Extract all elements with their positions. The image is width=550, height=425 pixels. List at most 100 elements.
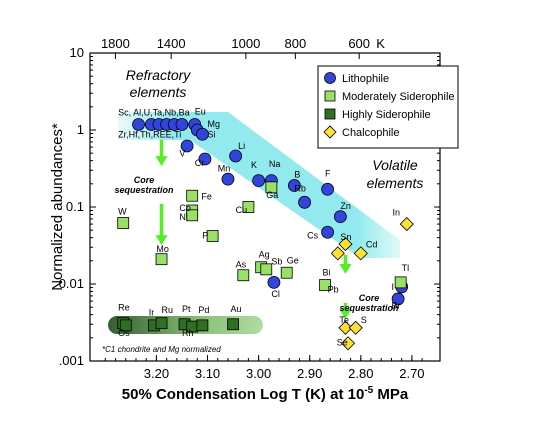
x-tick-label: 2.70	[399, 366, 424, 381]
element-label: W	[118, 206, 127, 216]
lithophile-point	[333, 210, 347, 224]
core-arrow-left-bottom-head	[155, 235, 168, 246]
element-label: Sc, Al,U,Ta,Nb,Ba	[118, 107, 190, 117]
moderately-siderophile-point	[260, 263, 273, 276]
x-axis-title-main: 50% Condensation Log T (K) at 10	[122, 386, 365, 403]
lithophile-point	[132, 118, 145, 131]
element-label: Fe	[201, 192, 212, 202]
chalcophile-point	[338, 320, 353, 335]
legend-label-chalcophile: Chalcophile	[342, 127, 399, 139]
core-arrow-right-bottom-head	[339, 309, 352, 320]
lithophile-point	[198, 152, 212, 166]
legend-box	[317, 65, 459, 149]
element-label: S	[361, 315, 367, 325]
element-label: Eu	[195, 107, 206, 117]
x-axis-title-exponent: -5	[364, 385, 373, 396]
element-label: B	[294, 170, 300, 180]
moderately-siderophile-point	[186, 209, 199, 222]
y-tick-label: .001	[59, 353, 84, 368]
lithophile-point	[267, 275, 281, 289]
element-label: Cr	[195, 158, 205, 168]
lithophile-point	[287, 179, 301, 192]
x-axis-title-unit: MPa	[373, 386, 409, 403]
element-label: Pd	[198, 305, 209, 315]
element-label: Mn	[218, 163, 231, 173]
element-label: Rh	[182, 328, 194, 338]
y-axis-title: Normalized abundances*	[49, 123, 66, 291]
element-label: Mg	[208, 119, 221, 129]
legend-marker-moderately-siderophile	[324, 90, 336, 102]
y-tick-label: 0.1	[66, 199, 84, 214]
x-axis-title: 50% Condensation Log T (K) at 10-5 MPa	[122, 385, 409, 403]
x-tick-label: 2.80	[348, 366, 373, 381]
moderately-siderophile-point	[242, 201, 255, 213]
chalcophile-point	[340, 336, 356, 351]
x-tick-label: 3.10	[195, 366, 220, 381]
top-tick-label: 1000	[231, 36, 260, 51]
core-sequestration-left-line1: Core	[134, 175, 155, 185]
element-label: P	[202, 230, 208, 240]
core-sequestration-right-line2: sequestration	[339, 303, 399, 313]
element-label: F	[325, 168, 331, 178]
x-tick-label: 3.00	[246, 366, 271, 381]
element-label: Zn	[340, 201, 351, 211]
element-label: Pt	[182, 304, 191, 314]
lithophile-point	[298, 195, 311, 209]
lithophile-point	[221, 172, 235, 186]
data-marks	[117, 118, 414, 351]
highly-siderophile-point	[119, 319, 132, 332]
core-arrow-right-top-head	[339, 263, 352, 274]
legend-marker-highly-siderophile	[324, 108, 336, 120]
axis-ticks: .001 0.01 0.1 1 10 3.20 3.10 3.00 2.90 2.80 2.70 18…	[59, 36, 440, 381]
element-label: Bi	[322, 268, 330, 278]
core-arrow-left-top-head	[155, 156, 168, 167]
top-tick-label: 1400	[157, 36, 186, 51]
top-axis-unit: K	[376, 36, 385, 51]
moderately-siderophile-point	[117, 217, 130, 229]
element-label: Os	[118, 328, 130, 338]
legend-label-moderately-siderophile: Moderately Siderophile	[342, 91, 455, 103]
y-tick-label: 1	[77, 122, 84, 137]
element-label: Sb	[271, 256, 282, 266]
lithophile-point	[229, 149, 243, 163]
element-label: Li	[238, 141, 245, 151]
top-tick-label: 600	[348, 36, 370, 51]
element-label: Ir	[149, 307, 155, 317]
moderately-siderophile-point	[237, 269, 250, 282]
element-label: Na	[269, 159, 281, 169]
element-label: As	[236, 259, 247, 269]
x-tick-label: 2.90	[297, 366, 322, 381]
core-sequestration-right-line1: Core	[359, 293, 380, 303]
refractory-annotation-line1: Refractory	[126, 67, 192, 83]
highly-siderophile-point	[227, 318, 239, 331]
lithophile-point	[321, 182, 334, 196]
element-label: Ge	[287, 255, 299, 265]
legend-label-lithophile: Lithophile	[342, 73, 389, 85]
chalcophile-point	[353, 246, 368, 261]
element-label: Re	[118, 303, 130, 313]
element-label: Pb	[328, 285, 339, 295]
legend-marker-chalcophile	[323, 125, 337, 139]
moderately-siderophile-point	[280, 266, 293, 279]
footnote: *C1 chondrite and Mg normalized	[102, 345, 221, 354]
lithophile-point	[180, 139, 194, 153]
x-tick-label: 3.20	[144, 366, 169, 381]
refractory-annotation-line2: elements	[130, 84, 187, 100]
element-label: Tl	[402, 263, 410, 273]
element-label: Cl	[271, 289, 280, 299]
element-label: In	[392, 207, 400, 217]
element-label: Co	[179, 203, 191, 213]
legend-marker-lithophile	[324, 72, 336, 84]
element-label: Te	[339, 315, 349, 325]
moderately-siderophile-point	[394, 276, 407, 289]
element-label: Mo	[156, 244, 169, 254]
element-label: Si	[208, 129, 216, 139]
volatile-annotation-line1: Volatile	[372, 157, 418, 173]
legend-label-highly-siderophile: Highly Siderophile	[342, 109, 431, 121]
lithophile-point	[252, 174, 266, 188]
y-tick-label: 10	[70, 45, 84, 60]
chalcophile-point	[348, 320, 363, 335]
element-label: Se	[337, 337, 348, 347]
volatile-annotation-line2: elements	[367, 175, 424, 191]
